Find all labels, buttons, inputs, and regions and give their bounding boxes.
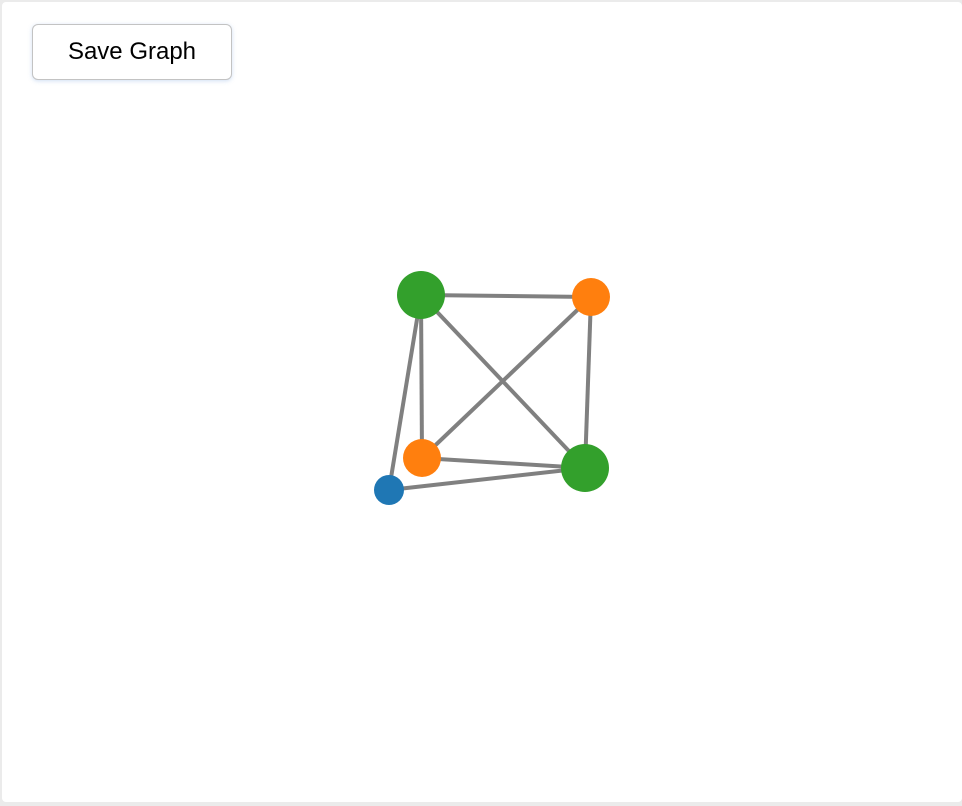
edge-n1-n2 xyxy=(420,293,592,299)
edge-n4-n5 xyxy=(388,466,586,492)
nodes-layer xyxy=(374,271,610,505)
edge-n1-n3 xyxy=(419,294,424,459)
node-n2-orange[interactable] xyxy=(572,278,610,316)
node-n4-green[interactable] xyxy=(561,444,609,492)
node-n5-blue[interactable] xyxy=(374,475,404,505)
save-graph-button[interactable]: Save Graph xyxy=(32,24,232,80)
edge-n2-n4 xyxy=(583,296,593,469)
edge-n3-n4 xyxy=(421,456,586,470)
edge-n2-n3 xyxy=(420,295,593,460)
edges-layer xyxy=(387,293,593,492)
node-n1-green[interactable] xyxy=(397,271,445,319)
edge-n1-n5 xyxy=(387,294,423,491)
node-n3-orange[interactable] xyxy=(403,439,441,477)
